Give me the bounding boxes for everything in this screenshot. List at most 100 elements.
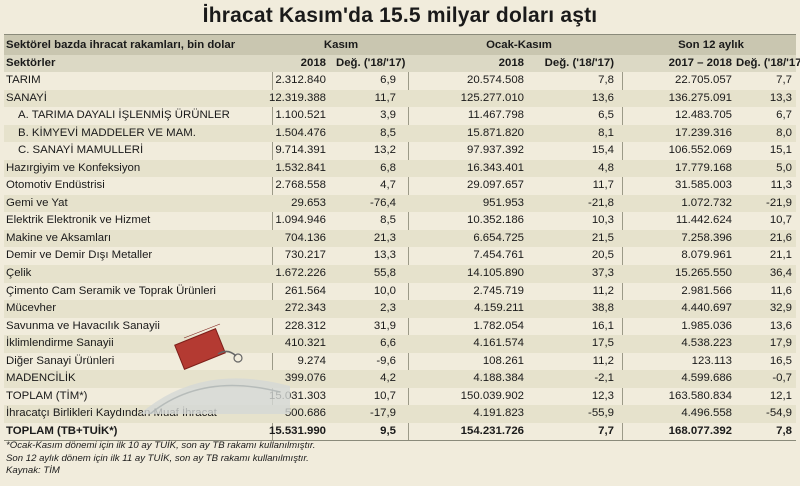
table-row: A. TARIMA DAYALI İŞLENMİŞ ÜRÜNLER 1.100.5… xyxy=(4,107,796,125)
sector-name: Diğer Sanayi Ürünleri xyxy=(6,354,115,367)
table-row: SANAYİ 12.319.388 11,7 125.277.010 13,6 136.2… xyxy=(4,89,796,108)
table-row: B. KİMYEVİ MADDELER VE MAM. 1.504.476 8,5 1… xyxy=(4,124,796,143)
cell-ocak-kasim-2018: 29.097.657 xyxy=(466,179,524,192)
cell-kasim-2018: 272.343 xyxy=(284,302,326,315)
cell-kasim-change: -17,9 xyxy=(370,407,396,420)
sector-name: TARIM xyxy=(6,74,41,86)
sector-name: Otomotiv Endüstrisi xyxy=(6,179,105,192)
cell-12m-change: 13,6 xyxy=(769,319,792,332)
cell-12m-change: 16,5 xyxy=(769,354,792,367)
cell-ocak-kasim-change: 7,8 xyxy=(598,74,614,86)
source-line: Kaynak: TİM xyxy=(6,465,60,477)
cell-ocak-kasim-2018: 15.871.820 xyxy=(466,126,524,139)
cell-kasim-change: 3,9 xyxy=(380,109,396,122)
col-header-kasim-change: Değ. ('18/'17) xyxy=(336,57,406,69)
cell-ocak-kasim-2018: 951.953 xyxy=(482,196,524,209)
cell-12m-change: 7,7 xyxy=(776,74,792,86)
cell-ocak-kasim-2018: 7.454.761 xyxy=(473,249,524,262)
sector-name: Gemi ve Yat xyxy=(6,196,68,209)
table-row: Elektrik Elektronik ve Hizmet 1.094.946 8,… xyxy=(4,212,796,230)
cell-kasim-change: 31,9 xyxy=(373,319,396,332)
sector-column-header: Sektörler xyxy=(6,57,56,69)
cell-kasim-change: 21,3 xyxy=(373,231,396,244)
container-globe-illustration xyxy=(140,323,290,414)
cell-kasim-2018: 2.768.558 xyxy=(275,179,326,192)
cell-12m-value: 4.496.558 xyxy=(681,407,732,420)
cell-ocak-kasim-2018: 6.654.725 xyxy=(473,231,524,244)
sector-name: TOPLAM (TB+TUİK*) xyxy=(6,424,118,437)
cell-kasim-change: 9,5 xyxy=(380,424,396,437)
cell-ocak-kasim-change: 11,2 xyxy=(592,354,614,367)
sector-name: MADENCİLİK xyxy=(6,372,76,385)
cell-12m-change: 8,0 xyxy=(776,126,792,139)
cell-12m-change: 11,6 xyxy=(770,284,792,297)
table-row: Çimento Cam Seramik ve Toprak Ürünleri 26… xyxy=(4,283,796,301)
cell-kasim-2018: 1.532.841 xyxy=(275,161,326,174)
cell-kasim-2018: 15.531.990 xyxy=(268,424,326,437)
cell-12m-value: 15.265.550 xyxy=(674,267,732,280)
cell-12m-change: 12,1 xyxy=(769,389,792,402)
col-header-12m-change: Değ. ('18/'17) xyxy=(736,57,800,69)
cell-kasim-2018: 399.076 xyxy=(284,372,326,385)
cell-kasim-change: 6,6 xyxy=(380,337,396,350)
cell-ocak-kasim-change: 6,5 xyxy=(598,109,614,122)
cell-ocak-kasim-2018: 154.231.726 xyxy=(460,424,524,437)
cell-12m-value: 123.113 xyxy=(691,354,732,367)
cell-ocak-kasim-2018: 1.782.054 xyxy=(473,319,524,332)
cell-12m-change: 13,3 xyxy=(769,91,792,104)
cell-ocak-kasim-2018: 2.745.719 xyxy=(473,284,524,297)
cell-ocak-kasim-2018: 125.277.010 xyxy=(460,91,524,104)
cell-ocak-kasim-2018: 150.039.902 xyxy=(460,389,524,402)
cell-ocak-kasim-change: -55,9 xyxy=(588,407,614,420)
col-header-ocak-kasim-2018: 2018 xyxy=(498,57,524,69)
sector-name: C. SANAYİ MAMULLERİ xyxy=(18,144,144,157)
sector-name: Çimento Cam Seramik ve Toprak Ürünleri xyxy=(6,284,216,297)
sector-name: Hazırgiyim ve Konfeksiyon xyxy=(6,161,141,174)
cell-ocak-kasim-change: 21,5 xyxy=(591,231,614,244)
cell-ocak-kasim-2018: 97.937.392 xyxy=(466,144,524,157)
cell-ocak-kasim-change: 8,1 xyxy=(598,126,614,139)
cell-ocak-kasim-change: -21,8 xyxy=(588,196,614,209)
cell-kasim-2018: 730.217 xyxy=(284,249,326,262)
cell-12m-change: 10,7 xyxy=(769,214,792,227)
group-kasim: Kasım xyxy=(323,39,359,51)
cell-12m-change: 15,1 xyxy=(769,144,792,157)
cell-ocak-kasim-change: 7,7 xyxy=(598,424,614,437)
cell-ocak-kasim-change: 20,5 xyxy=(591,249,614,262)
cell-kasim-2018: 1.504.476 xyxy=(275,126,326,139)
cell-12m-change: 36,4 xyxy=(769,267,792,280)
cell-ocak-kasim-2018: 108.261 xyxy=(482,354,524,367)
cell-kasim-change: 6,9 xyxy=(380,74,396,86)
table-row: Savunma ve Havacılık Sanayii 228.312 31,9 1… xyxy=(4,318,796,336)
sector-name: A. TARIMA DAYALI İŞLENMİŞ ÜRÜNLER xyxy=(18,109,230,122)
page-title: İhracat Kasım'da 15.5 milyar doları aştı xyxy=(202,4,598,27)
table-row: İhracatçı Birlikleri Kaydından Muaf İhra… xyxy=(4,405,796,423)
cell-12m-value: 22.705.057 xyxy=(674,74,732,86)
cell-ocak-kasim-2018: 4.161.574 xyxy=(473,337,524,350)
table-row: Diğer Sanayi Ürünleri 9.274 -9,6 108.261 11,… xyxy=(4,353,796,371)
cell-12m-change: 21,1 xyxy=(769,249,792,262)
col-header-ocak-kasim-change: Değ. ('18/'17) xyxy=(544,57,614,69)
cell-ocak-kasim-change: 10,3 xyxy=(591,214,614,227)
cell-12m-value: 11.442.624 xyxy=(675,214,732,227)
cell-ocak-kasim-change: 4,8 xyxy=(598,161,614,174)
footnote-line: Son 12 aylık dönem için ilk 11 ay TUİK, … xyxy=(6,452,309,464)
cell-12m-change: 21,6 xyxy=(769,231,792,244)
group-son-12-aylik: Son 12 aylık xyxy=(678,39,744,51)
cell-12m-change: -21,9 xyxy=(766,196,792,209)
group-ocak-kasim: Ocak-Kasım xyxy=(486,39,552,51)
cell-12m-change: -0,7 xyxy=(772,372,792,385)
cell-kasim-change: 11,7 xyxy=(374,91,396,104)
cell-kasim-2018: 261.564 xyxy=(284,284,326,297)
table-row: Makine ve Aksamları 704.136 21,3 6.654.725 2… xyxy=(4,229,796,248)
cell-ocak-kasim-2018: 11.467.798 xyxy=(467,109,524,122)
cell-12m-change: 5,0 xyxy=(776,161,792,174)
cell-kasim-2018: 1.672.226 xyxy=(275,267,326,280)
cell-kasim-change: 6,8 xyxy=(380,161,396,174)
cell-12m-change: 7,8 xyxy=(776,424,792,437)
cell-ocak-kasim-change: 11,2 xyxy=(592,284,614,297)
cell-kasim-change: -76,4 xyxy=(370,196,396,209)
cell-kasim-2018: 500.686 xyxy=(284,407,326,420)
table-caption: Sektörel bazda ihracat rakamları, bin do… xyxy=(6,39,236,51)
col-header-12m-period: 2017 – 2018 xyxy=(668,57,732,69)
